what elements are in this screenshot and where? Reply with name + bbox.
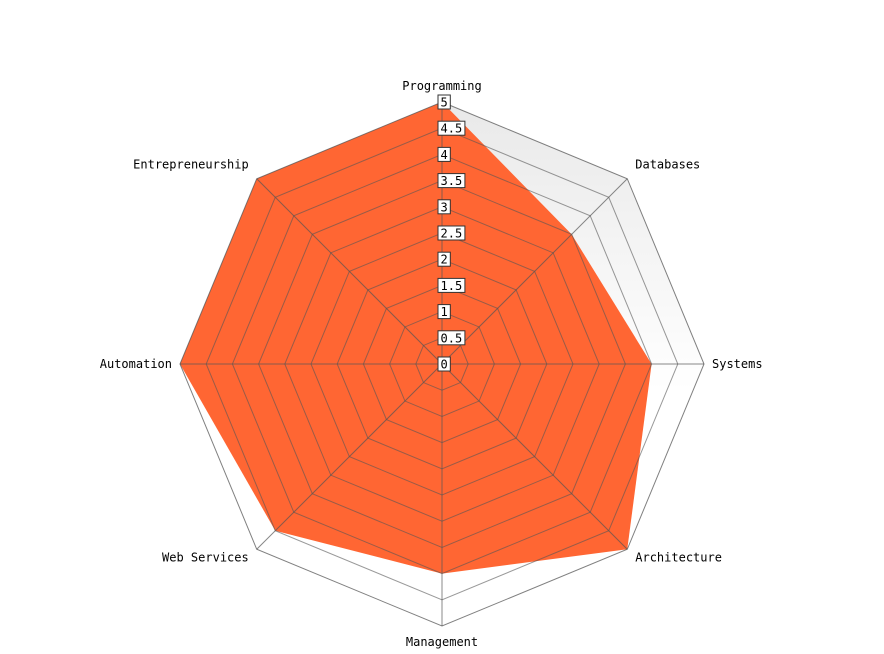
tick-label: 0.5 [438,331,465,346]
tick-label-text: 0 [441,358,448,372]
tick-label-text: 3 [441,200,448,214]
tick-label-text: 0.5 [441,331,463,345]
tick-label: 0 [438,357,450,372]
tick-label-text: 4 [441,148,448,162]
tick-label: 1.5 [438,278,465,293]
tick-label: 5 [438,95,450,110]
axis-label-systems: Systems [712,357,763,371]
tick-label: 3 [438,200,450,215]
tick-label: 4 [438,147,450,162]
axis-label-entrepreneurship: Entrepreneurship [133,158,249,172]
axis-label-programming: Programming [402,79,481,93]
axis-label-web-services: Web Services [162,550,249,564]
tick-label-text: 4.5 [441,122,463,136]
tick-label: 2 [438,252,450,267]
axis-label-automation: Automation [100,357,172,371]
axis-label-management: Management [406,635,478,649]
axis-label-architecture: Architecture [635,550,722,564]
tick-label: 3.5 [438,174,465,189]
tick-label-text: 1.5 [441,279,463,293]
tick-label: 2.5 [438,226,465,241]
tick-label-text: 1 [441,305,448,319]
tick-label-text: 2.5 [441,227,463,241]
tick-label-text: 2 [441,253,448,267]
axis-label-databases: Databases [635,158,700,172]
tick-label-text: 3.5 [441,174,463,188]
tick-label-text: 5 [441,96,448,110]
tick-label: 1 [438,305,450,320]
tick-label: 4.5 [438,121,465,136]
